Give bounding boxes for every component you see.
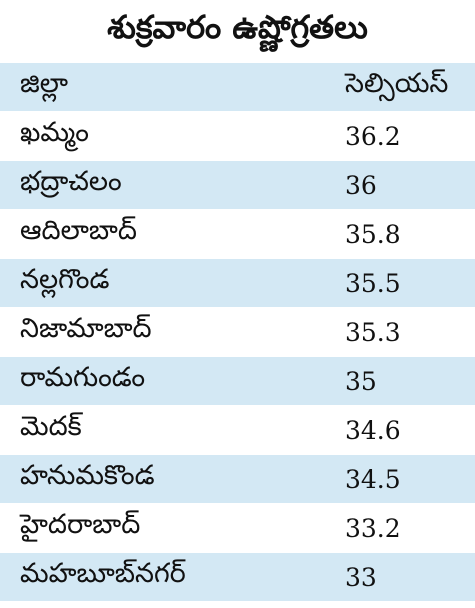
district-cell: మహబూబ్‌నగర్	[20, 558, 186, 589]
table-row: హనుమకొండ 34.5	[0, 454, 475, 503]
district-cell: హైదరాబాద్	[20, 509, 141, 540]
table-row: మెదక్ 34.6	[0, 405, 475, 454]
column-header: జిల్లా	[20, 68, 69, 99]
district-cell: హనుమకొండ	[20, 460, 155, 491]
header-row: జిల్లా సెల్సియస్	[0, 62, 475, 111]
column-header: సెల్సియస్	[345, 68, 449, 99]
temperature-cell: 35	[345, 366, 377, 396]
table-row: నిజామాబాద్ 35.3	[0, 307, 475, 356]
district-cell: భద్రాచలం	[20, 166, 122, 197]
table-row: ఖమ్మం 36.2	[0, 111, 475, 160]
table-row: ఆదిలాబాద్ 35.8	[0, 209, 475, 258]
temperature-cell: 34.5	[345, 464, 401, 494]
district-cell: రామగుండం	[20, 362, 146, 393]
table-row: రామగుండం 35	[0, 356, 475, 405]
district-cell: నల్లగొండ	[20, 264, 110, 295]
temperature-cell: 36	[345, 170, 377, 200]
table-row: మహబూబ్‌నగర్ 33	[0, 552, 475, 601]
table-row: నల్లగొండ 35.5	[0, 258, 475, 307]
district-cell: మెదక్	[20, 411, 82, 442]
temperature-cell: 33	[345, 562, 377, 592]
temperature-cell: 35.8	[345, 219, 401, 249]
district-cell: ఆదిలాబాద్	[20, 215, 137, 246]
temperature-cell: 33.2	[345, 513, 401, 543]
title: శుక్రవారం ఉష్ణోగ్రతలు	[107, 8, 368, 46]
temperature-cell: 34.6	[345, 415, 401, 445]
temperature-cell: 35.3	[345, 317, 401, 347]
temperature-cell: 35.5	[345, 268, 401, 298]
temperature-cell: 36.2	[345, 121, 401, 151]
district-cell: నిజామాబాద్	[20, 313, 152, 344]
district-cell: ఖమ్మం	[20, 117, 89, 148]
table-row: భద్రాచలం 36	[0, 160, 475, 209]
table: జిల్లా సెల్సియస్ ఖమ్మం 36.2 భద్రాచలం 36 ఆదిల…	[0, 62, 475, 601]
table-row: హైదరాబాద్ 33.2	[0, 503, 475, 552]
